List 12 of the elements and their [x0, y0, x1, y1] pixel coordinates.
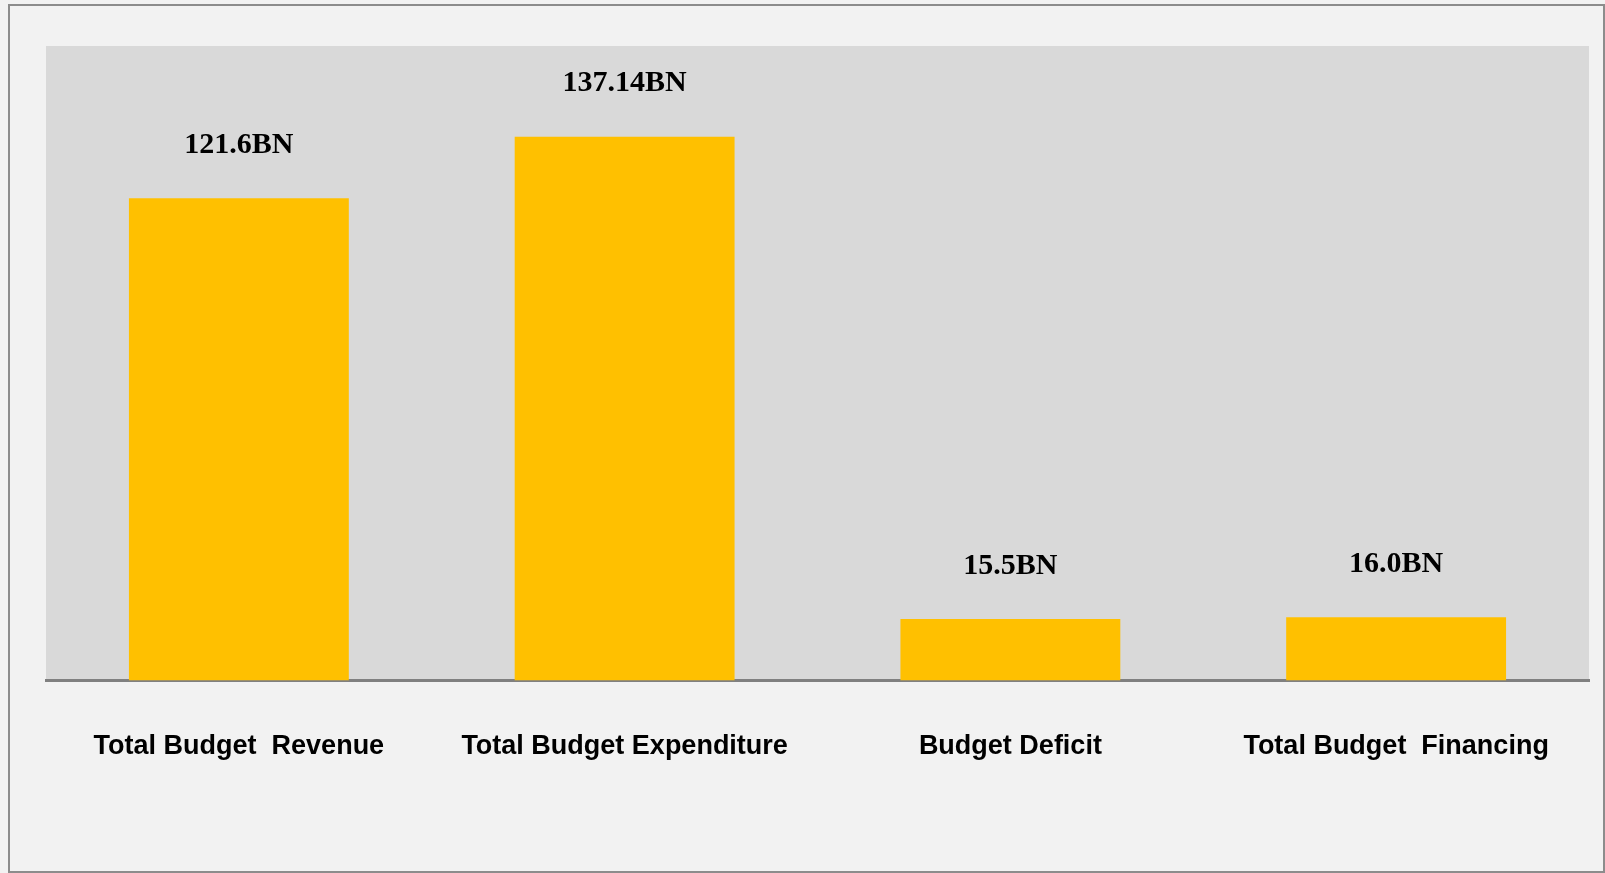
data-label: 137.14BN [562, 64, 688, 98]
data-label: 121.6BN [184, 126, 294, 160]
data-label: 16.0BN [1349, 544, 1444, 578]
bar [514, 136, 735, 681]
bar [128, 198, 349, 681]
x-tick-label: Total Budget Expenditure [461, 730, 788, 761]
bar [1286, 617, 1507, 681]
data-label: 15.5BN [963, 546, 1058, 580]
x-tick-label: Total Budget Financing [1243, 730, 1549, 761]
x-tick-label: Budget Deficit [918, 730, 1102, 761]
x-tick-label: Total Budget Revenue [93, 730, 385, 761]
bar [900, 619, 1121, 681]
